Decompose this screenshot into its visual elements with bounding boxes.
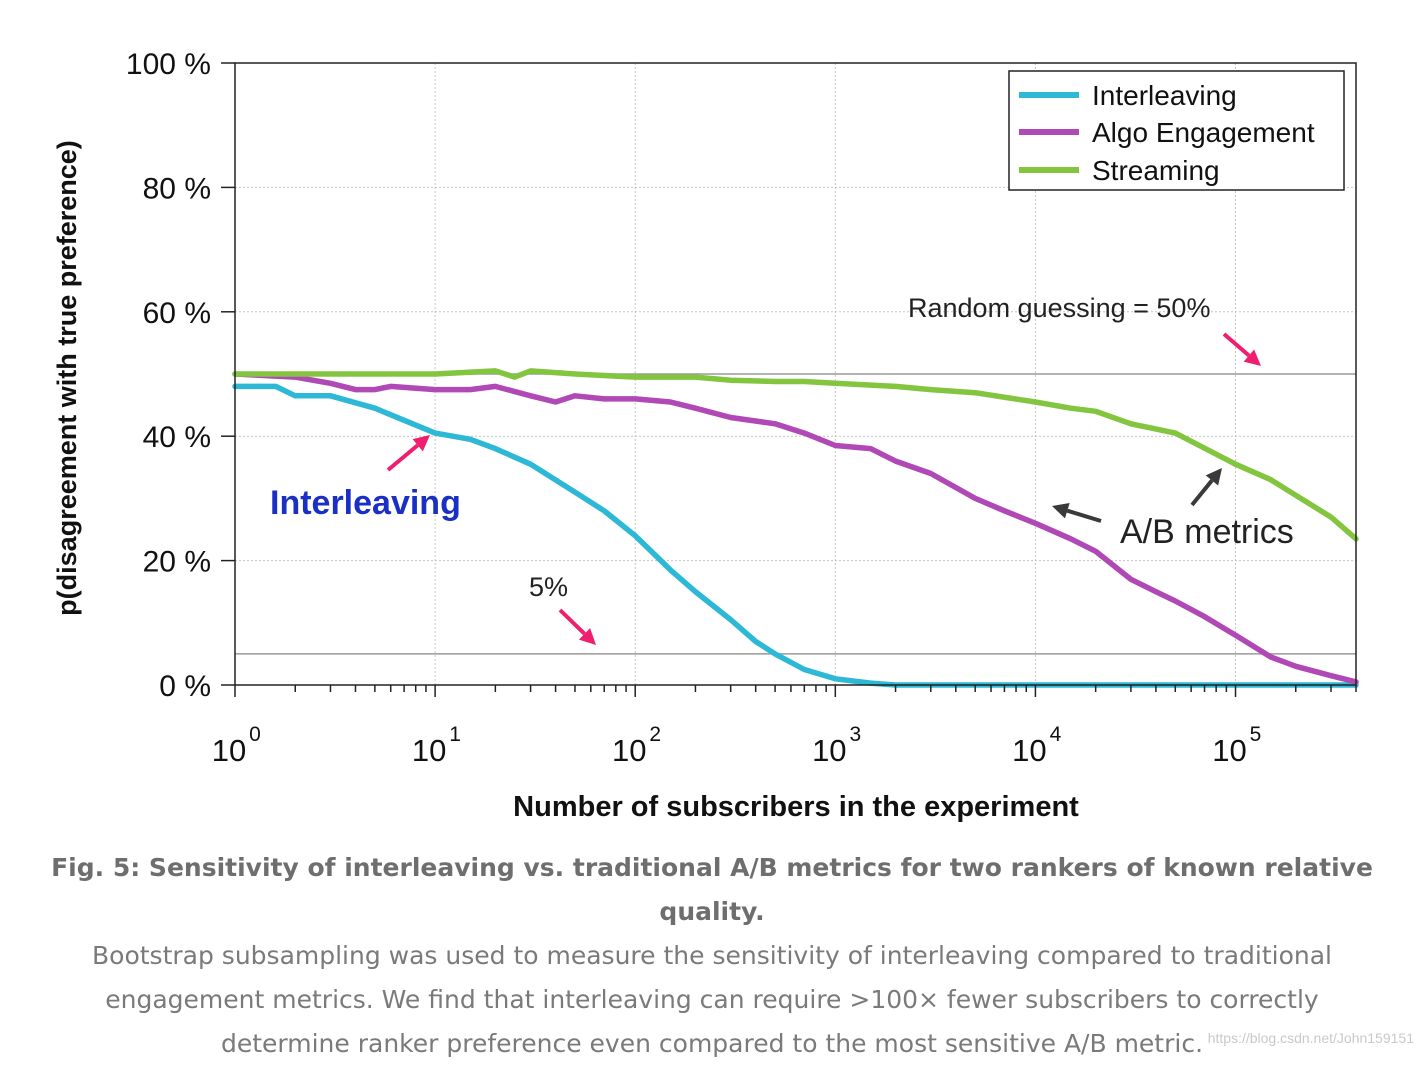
x-tick-label: 10 <box>1012 733 1046 768</box>
arrow-ab-algo-engagement-head <box>1052 503 1070 519</box>
five-percent-label: 5% <box>529 572 568 602</box>
arrow-ab-streaming-shaft <box>1190 479 1214 507</box>
x-tick-exponent: 2 <box>649 723 661 746</box>
x-axis-label: Number of subscribers in the experiment <box>513 791 1079 823</box>
series-line-streaming <box>232 368 1359 542</box>
x-tick-label: 10 <box>212 733 246 768</box>
y-tick-label: 80 % <box>143 172 211 205</box>
y-axis-label: p(disagreement with true preference) <box>52 140 82 616</box>
annotation-arrows <box>386 332 1261 645</box>
x-tick-exponent: 3 <box>849 723 861 746</box>
arrow-ab-algo-engagement-shaft <box>1066 508 1102 523</box>
x-tick-label: 10 <box>1212 733 1246 768</box>
watermark: https://blog.csdn.net/John159151 <box>1207 1030 1414 1046</box>
arrow-random-guessing-shaft <box>1222 332 1251 358</box>
legend-label-streaming: Streaming <box>1092 155 1220 186</box>
x-tick-exponent: 1 <box>449 723 461 746</box>
x-tick-exponent: 0 <box>249 723 261 746</box>
arrow-interleaving-shaft <box>386 443 419 472</box>
x-tick-label: 10 <box>812 733 846 768</box>
y-tick-label: 0 % <box>159 670 211 703</box>
plot-frame <box>234 62 1357 686</box>
legend-label-algo-engagement: Algo Engagement <box>1092 117 1315 148</box>
series-line-algo-engagement <box>232 371 1359 685</box>
y-tick-label: 20 % <box>143 546 211 579</box>
figure-caption: Fig. 5: Sensitivity of interleaving vs. … <box>40 846 1384 1066</box>
arrow-five-percent-shaft <box>558 608 586 636</box>
arrow-five-percent-head <box>578 628 596 645</box>
caption-body: Bootstrap subsampling was used to measur… <box>92 941 1332 1058</box>
caption-title: Fig. 5: Sensitivity of interleaving vs. … <box>51 853 1373 926</box>
random-guessing-label: Random guessing = 50% <box>908 293 1210 323</box>
arrow-ab-streaming-head <box>1205 468 1222 486</box>
x-tick-labels: 10 0 10 1 10 2 10 3 10 4 10 5 <box>212 723 1262 768</box>
x-tick-label: 10 <box>412 733 446 768</box>
arrow-random-guessing-head <box>1243 349 1261 366</box>
y-tick-labels: 0 % 20 % 40 % 60 % 80 % 100 % <box>126 48 211 703</box>
x-tick-exponent: 4 <box>1050 723 1062 746</box>
x-tick-label: 10 <box>612 733 646 768</box>
arrow-interleaving-head <box>412 435 430 452</box>
ab-metrics-annotation: A/B metrics <box>1120 513 1294 551</box>
y-tick-label: 60 % <box>143 297 211 330</box>
legend: Interleaving Algo Engagement Streaming <box>1008 70 1345 191</box>
x-tick-exponent: 5 <box>1250 723 1262 746</box>
interleaving-annotation: Interleaving <box>270 484 461 522</box>
chart: 0 %20 %40 %60 %80 %100 % 10 0 10 1 10 2 10 3 10 4… <box>52 48 1359 823</box>
legend-label-interleaving: Interleaving <box>1092 80 1237 111</box>
y-tick-label: 40 % <box>143 421 211 454</box>
grid-lines <box>235 63 1356 685</box>
axis-ticks <box>221 62 1357 697</box>
y-tick-label: 100 % <box>126 48 211 81</box>
